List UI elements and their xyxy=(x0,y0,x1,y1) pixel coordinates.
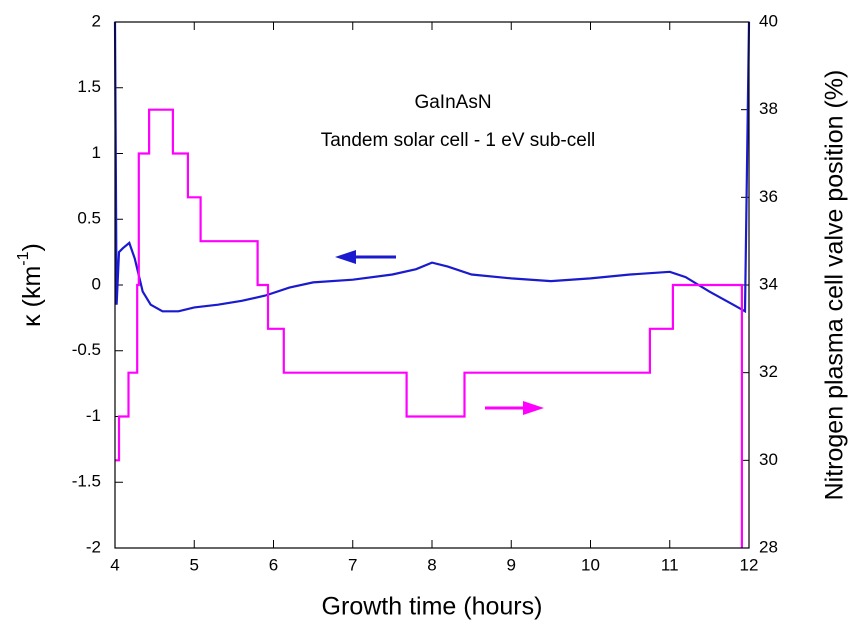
x-tick-label: 7 xyxy=(348,555,357,574)
x-tick-label: 4 xyxy=(110,555,119,574)
left-arrow xyxy=(335,250,396,264)
y2-tick-label: 36 xyxy=(759,187,778,206)
x-tick-label: 12 xyxy=(740,555,759,574)
y-tick-label: 1 xyxy=(92,143,101,162)
y2-tick-label: 38 xyxy=(759,99,778,118)
y-tick-label: -0.5 xyxy=(72,340,101,359)
y-tick-label: 0.5 xyxy=(77,209,101,228)
x-tick-label: 11 xyxy=(661,555,679,574)
y2-axis-label: Nitrogen plasma cell valve position (%) xyxy=(821,70,849,501)
x-tick-label: 8 xyxy=(427,555,436,574)
x-tick-label: 9 xyxy=(507,555,516,574)
x-axis-label: Growth time (hours) xyxy=(322,593,543,621)
y-label-main: κ (km xyxy=(18,266,46,327)
y-label-end: ) xyxy=(18,243,46,251)
y-axis-label: κ (km-1) xyxy=(15,243,45,327)
y-tick-label: 1.5 xyxy=(77,77,101,96)
y2-tick-label: 28 xyxy=(759,537,778,556)
plot-frame xyxy=(114,21,750,549)
y2-tick-label: 30 xyxy=(759,450,778,469)
right-arrow xyxy=(485,401,544,415)
y2-tick-label: 32 xyxy=(759,362,778,381)
y2-tick-label: 34 xyxy=(759,274,778,293)
annotation: Tandem solar cell - 1 eV sub-cell xyxy=(321,130,596,151)
y-label-sup: -1 xyxy=(15,251,32,265)
x-tick-label: 6 xyxy=(269,555,278,574)
series-line xyxy=(115,108,744,548)
y-tick-label: -1.5 xyxy=(72,472,101,491)
y-tick-label: -2 xyxy=(86,537,101,556)
series-line xyxy=(113,21,751,314)
y-tick-label: 0 xyxy=(92,274,101,293)
y-tick-label: 2 xyxy=(92,11,101,30)
y-tick-label: -1 xyxy=(86,406,101,425)
annotation: GaInAsN xyxy=(414,92,491,113)
x-tick-label: 5 xyxy=(190,555,199,574)
x-tick-label: 10 xyxy=(581,555,600,574)
y2-tick-label: 40 xyxy=(759,11,778,30)
